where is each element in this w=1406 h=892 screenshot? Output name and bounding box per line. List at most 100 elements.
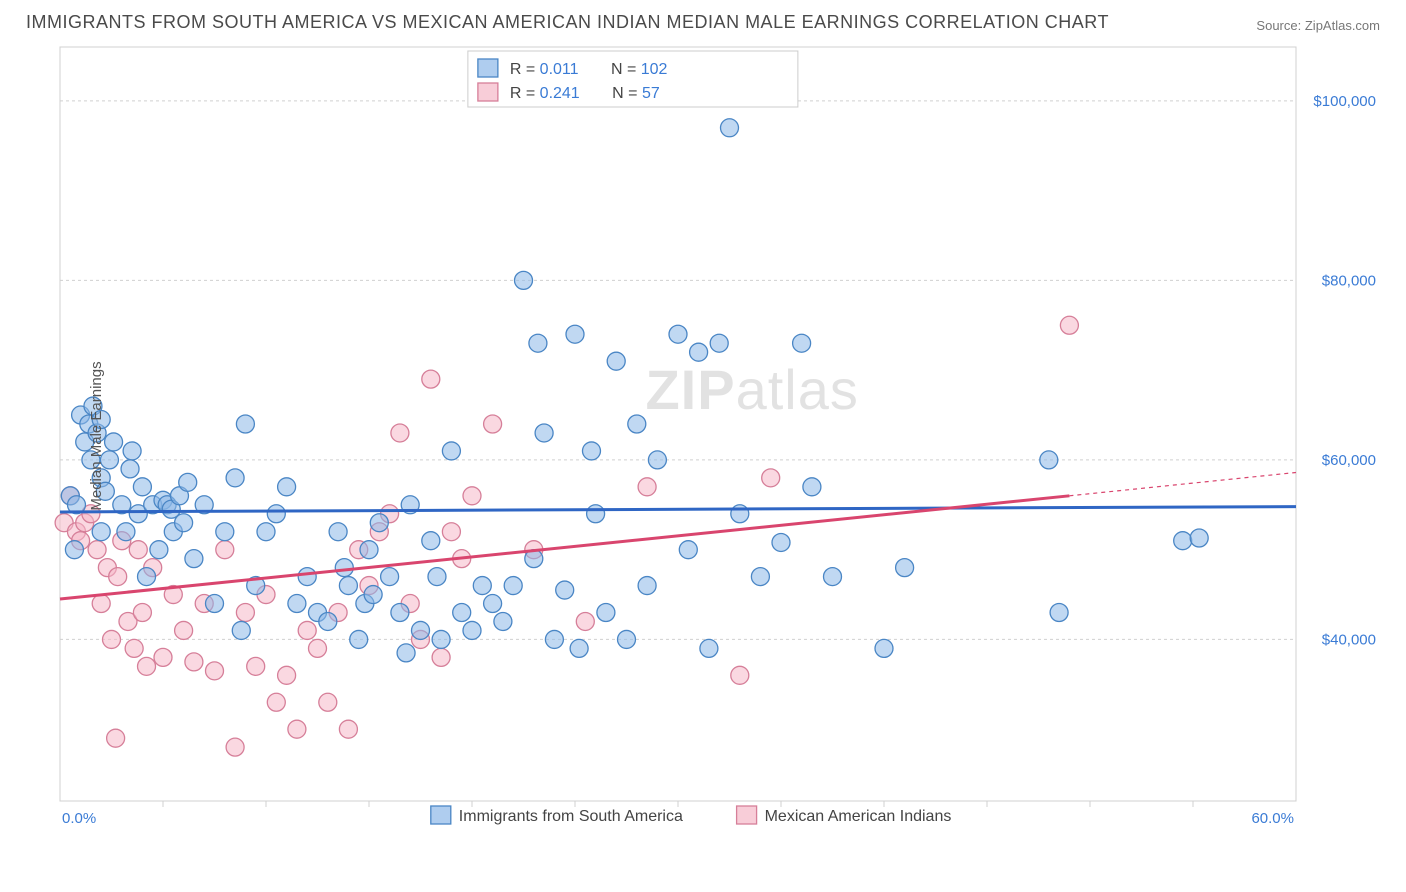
source-attribution: Source: ZipAtlas.com [1256, 18, 1380, 33]
data-point [648, 451, 666, 469]
data-point [422, 370, 440, 388]
legend-label: Mexican American Indians [765, 808, 952, 825]
data-point [381, 568, 399, 586]
data-point [638, 478, 656, 496]
data-point [216, 523, 234, 541]
legend-swatch [737, 806, 757, 824]
legend-swatch [478, 59, 498, 77]
data-point [638, 577, 656, 595]
data-point [319, 693, 337, 711]
legend-top: R = 0.011 N = 102R = 0.241 N = 57 [468, 51, 798, 107]
y-tick-label: $100,000 [1313, 93, 1376, 110]
data-point [319, 612, 337, 630]
data-point [288, 720, 306, 738]
data-point [109, 568, 127, 586]
data-point [391, 424, 409, 442]
watermark: ZIPatlas [645, 358, 858, 421]
data-point [556, 581, 574, 599]
data-point [133, 478, 151, 496]
data-point [298, 568, 316, 586]
x-tick-label: 60.0% [1251, 810, 1294, 827]
data-point [442, 523, 460, 541]
chart-title: IMMIGRANTS FROM SOUTH AMERICA VS MEXICAN… [26, 12, 1109, 33]
data-point [133, 604, 151, 622]
source-value: ZipAtlas.com [1305, 18, 1380, 33]
y-tick-label: $80,000 [1322, 272, 1376, 289]
y-tick-label: $40,000 [1322, 631, 1376, 648]
data-point [1174, 532, 1192, 550]
data-point [721, 119, 739, 137]
data-point [529, 334, 547, 352]
data-point [597, 604, 615, 622]
y-axis-title: Median Male Earnings [88, 361, 105, 510]
title-row: IMMIGRANTS FROM SOUTH AMERICA VS MEXICAN… [20, 10, 1386, 37]
data-point [226, 738, 244, 756]
data-point [88, 541, 106, 559]
data-point [216, 541, 234, 559]
scatter-plot: $40,000$60,000$80,000$100,0000.0%60.0%ZI… [54, 41, 1384, 831]
data-point [576, 612, 594, 630]
data-point [226, 469, 244, 487]
data-point [309, 639, 327, 657]
data-point [339, 720, 357, 738]
data-point [824, 568, 842, 586]
data-point [150, 541, 168, 559]
data-point [484, 595, 502, 613]
data-point [504, 577, 522, 595]
data-point [463, 487, 481, 505]
data-point [473, 577, 491, 595]
data-point [138, 568, 156, 586]
data-point [125, 639, 143, 657]
data-point [288, 595, 306, 613]
data-point [1190, 529, 1208, 547]
data-point [123, 442, 141, 460]
data-point [391, 604, 409, 622]
data-point [582, 442, 600, 460]
data-point [232, 621, 250, 639]
data-point [772, 533, 790, 551]
data-point [515, 271, 533, 289]
data-point [690, 343, 708, 361]
data-point [710, 334, 728, 352]
data-point [350, 630, 368, 648]
data-point [669, 325, 687, 343]
data-point [105, 433, 123, 451]
data-point [175, 621, 193, 639]
data-point [92, 595, 110, 613]
data-point [751, 568, 769, 586]
data-point [896, 559, 914, 577]
data-point [175, 514, 193, 532]
data-point [762, 469, 780, 487]
data-point [121, 460, 139, 478]
data-point [179, 473, 197, 491]
x-tick-label: 0.0% [62, 810, 96, 827]
trend-line-pink-extrap [1069, 472, 1296, 495]
data-point [700, 639, 718, 657]
data-point [587, 505, 605, 523]
data-point [267, 693, 285, 711]
data-point [412, 621, 430, 639]
data-point [339, 577, 357, 595]
legend-label: Immigrants from South America [459, 808, 683, 825]
data-point [92, 523, 110, 541]
data-point [397, 644, 415, 662]
data-point [607, 352, 625, 370]
data-point [535, 424, 553, 442]
data-point [247, 657, 265, 675]
data-point [618, 630, 636, 648]
data-point [1050, 604, 1068, 622]
data-point [185, 550, 203, 568]
legend-swatch [431, 806, 451, 824]
data-point [566, 325, 584, 343]
data-point [628, 415, 646, 433]
legend-swatch [478, 83, 498, 101]
data-point [364, 586, 382, 604]
data-point [432, 648, 450, 666]
data-point [278, 478, 296, 496]
data-point [117, 523, 135, 541]
trend-line-blue [60, 507, 1296, 512]
source-label: Source: [1256, 18, 1301, 33]
data-point [236, 415, 254, 433]
data-point [1040, 451, 1058, 469]
data-point [65, 541, 83, 559]
